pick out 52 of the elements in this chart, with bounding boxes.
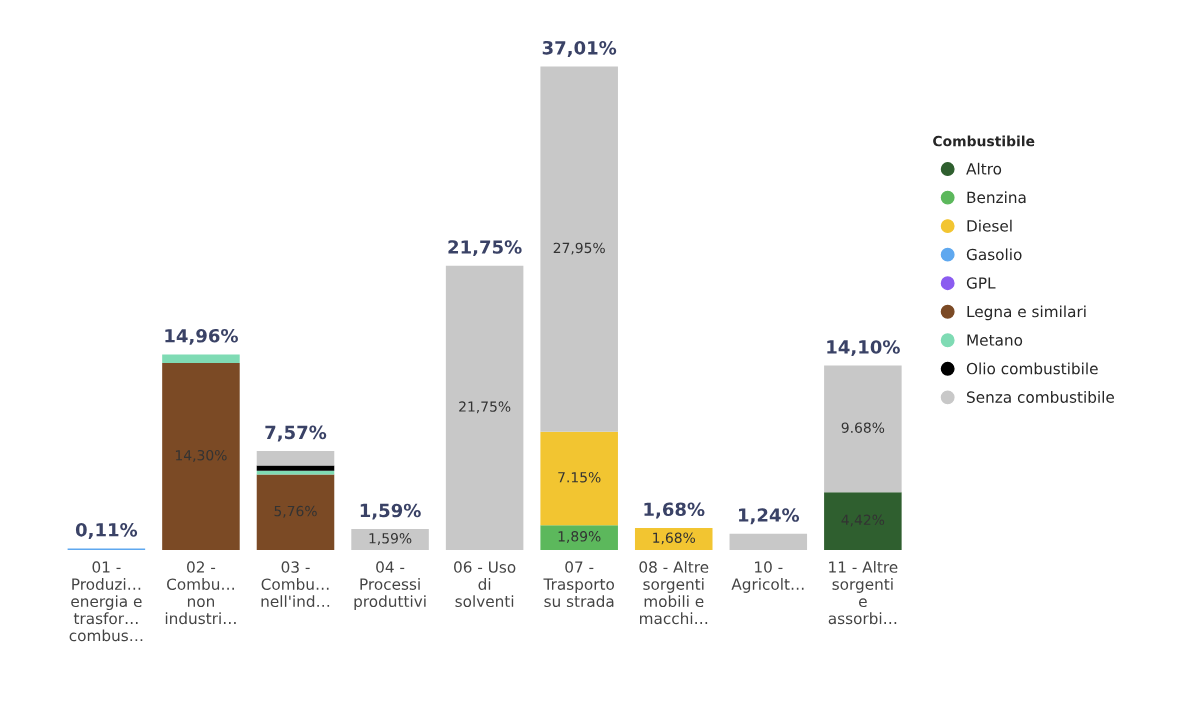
x-tick-label: 02 - Combu… non industri… [165, 561, 236, 625]
x-tick-label: 03 - Combu… nell'ind… [261, 561, 330, 608]
bar [540, 525, 618, 550]
bar [540, 431, 618, 526]
total-label: 14,96% [165, 328, 238, 345]
data-label: 5,76% [274, 505, 317, 518]
bar [162, 354, 240, 364]
data-label: 9.68% [841, 422, 885, 433]
data-label: 21,75% [459, 401, 511, 414]
legend-label: Senza combustibile [967, 391, 1115, 403]
legend-label: GPL [966, 277, 996, 289]
legend-label: Benzina [967, 191, 1026, 204]
legend-label: Gasolio [966, 248, 1022, 261]
total-label: 21,75% [448, 240, 522, 257]
total-label: 14,10% [827, 340, 900, 357]
total-label: 37,01% [542, 40, 617, 57]
legend-title: Combustibile [933, 135, 1035, 147]
x-tick-label: 10 - Agricolt… [731, 561, 804, 593]
legend-label: Olio combustibile [966, 362, 1098, 375]
data-label: 14,30% [175, 449, 227, 462]
bar [729, 533, 808, 550]
x-tick-label: 11 - Altre sorgenti e assorbi… [828, 561, 898, 625]
data-label: 1,89% [558, 531, 601, 543]
data-label: 27,95% [553, 242, 605, 255]
legend-label: Legna e similari [967, 305, 1086, 321]
total-label: 1,24% [739, 508, 800, 525]
bar [162, 363, 240, 550]
bar [351, 529, 429, 550]
x-tick-label: 01 - Produzi… energia e trasfor… combus… [69, 561, 143, 642]
bar [540, 66, 618, 432]
data-label: 1,59% [369, 533, 412, 545]
bar [256, 450, 335, 466]
data-label: 7.15% [558, 472, 601, 483]
legend-label: Altro [966, 162, 1002, 175]
bar [634, 527, 713, 550]
bar [256, 470, 335, 475]
bar [824, 492, 902, 550]
total-label: 0,11% [75, 522, 138, 539]
x-tick-label: 04 - Processi produttivi [354, 561, 426, 611]
x-tick-label: 07 - Trasporto su strada [543, 561, 615, 608]
bar [445, 265, 524, 550]
bar [824, 365, 902, 493]
legend-label: Diesel [967, 219, 1012, 232]
total-label: 1,59% [360, 503, 421, 520]
bar [256, 474, 335, 550]
x-tick-label: 08 - Altre sorgenti mobili e macchi… [639, 561, 709, 625]
bar [256, 465, 335, 471]
x-tick-label: 06 - Uso di solventi [454, 561, 516, 608]
legend-label: Metano [967, 334, 1023, 346]
total-label: 7,57% [265, 425, 327, 442]
data-label: 1,68% [653, 532, 696, 545]
total-label: 1,68% [644, 502, 705, 519]
